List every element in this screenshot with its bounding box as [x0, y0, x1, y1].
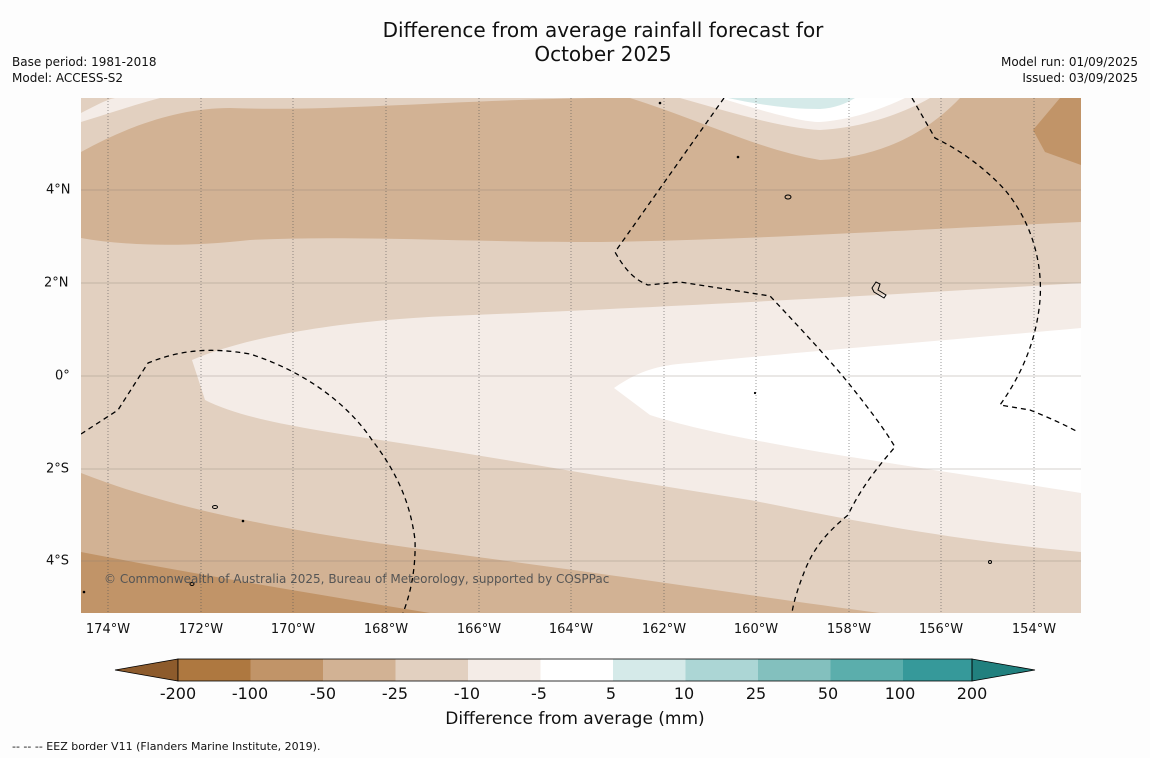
lon-label: 162°W: [641, 622, 687, 637]
patch-top-positive: [728, 98, 855, 109]
island-10: [82, 590, 86, 594]
colorbar-segment: [685, 659, 758, 681]
chart-title: Difference from average rainfall forecas…: [0, 18, 1150, 66]
lon-label: 172°W: [178, 622, 224, 637]
lat-label: 4°N: [46, 182, 71, 198]
colorbar-tick: 10: [673, 684, 695, 703]
lon-label: 160°W: [733, 622, 779, 637]
island-4: [189, 582, 195, 586]
colorbar-tick: 50: [817, 684, 839, 703]
colorbar-segment: [830, 659, 903, 681]
lon-label: 166°W: [456, 622, 502, 637]
lon-label: 154°W: [1011, 622, 1057, 637]
colorbar-tick: 25: [745, 684, 767, 703]
island-6: [658, 101, 662, 105]
base-period-text: Base period: 1981-2018: [12, 55, 157, 69]
lon-label: 168°W: [363, 622, 409, 637]
model-text: Model: ACCESS-S2: [12, 71, 124, 85]
colorbar: [114, 658, 1036, 682]
eez-borders: [81, 98, 1079, 613]
title-line-1: Difference from average rainfall forecas…: [382, 18, 824, 42]
lat-label: 0°: [55, 368, 70, 384]
island-7: [736, 155, 740, 159]
lon-label: 174°W: [85, 622, 131, 637]
lat-label: 4°S: [46, 553, 70, 569]
colorbar-tick: 200: [956, 684, 988, 703]
strip-top-left: [81, 98, 160, 122]
colorbar-low-extension: [114, 658, 179, 682]
colorbar-segment: [395, 659, 468, 681]
model-run-text: Model run: 01/09/2025: [1000, 55, 1138, 69]
island-2: [871, 281, 887, 299]
island-1: [784, 194, 792, 200]
island-3: [212, 505, 218, 509]
island-8: [241, 519, 245, 523]
longitude-gridlines: [107, 98, 1035, 613]
band-equator-neutral: [614, 328, 1081, 493]
colorbar-segment: [250, 659, 323, 681]
lon-label: 164°W: [548, 622, 594, 637]
lon-label: 158°W: [826, 622, 872, 637]
colorbar-tick: 100: [884, 684, 916, 703]
colorbar-segment: [903, 659, 972, 681]
copyright-notice: © Commonwealth of Australia 2025, Bureau…: [104, 572, 610, 586]
islands: [82, 101, 992, 594]
latitude-gridlines: [81, 189, 1081, 562]
colorbar-title: Difference from average (mm): [445, 709, 705, 729]
meta-right: Model run: 01/09/2025 Issued: 03/09/2025: [1001, 54, 1138, 86]
colorbar-tick: -25: [381, 684, 409, 703]
colorbar-tick: -100: [231, 684, 269, 703]
rainfall-anomaly-field: [81, 98, 1081, 613]
colorbar-tick: 5: [605, 684, 617, 703]
island-9: [753, 391, 757, 395]
lat-label: 2°N: [44, 275, 69, 291]
patch-northeast-minus100-minus50: [1033, 98, 1081, 165]
colorbar-tick: -10: [453, 684, 481, 703]
colorbar-tick: -50: [309, 684, 337, 703]
meta-left: Base period: 1981-2018 Model: ACCESS-S2: [12, 54, 157, 86]
colorbar-segment: [323, 659, 396, 681]
lon-label: 156°W: [918, 622, 964, 637]
colorbar-segment: [613, 659, 686, 681]
lon-label: 170°W: [270, 622, 316, 637]
colorbar-tick: -200: [159, 684, 197, 703]
eez-legend: -- -- -- EEZ border V11 (Flanders Marine…: [12, 740, 321, 753]
title-line-2: October 2025: [534, 42, 672, 66]
island-5: [988, 560, 992, 564]
lat-label: 2°S: [46, 461, 70, 477]
colorbar-tick: -5: [531, 684, 547, 703]
band-southwest-minus100-minus50: [81, 552, 430, 613]
colorbar-segment: [540, 659, 613, 681]
issued-text: Issued: 03/09/2025: [1022, 71, 1138, 85]
colorbar-segment: [758, 659, 831, 681]
colorbar-segment: [178, 659, 251, 681]
colorbar-high-extension: [971, 658, 1036, 682]
colorbar-segment: [468, 659, 541, 681]
band-south-minus50-minus25: [81, 473, 880, 613]
